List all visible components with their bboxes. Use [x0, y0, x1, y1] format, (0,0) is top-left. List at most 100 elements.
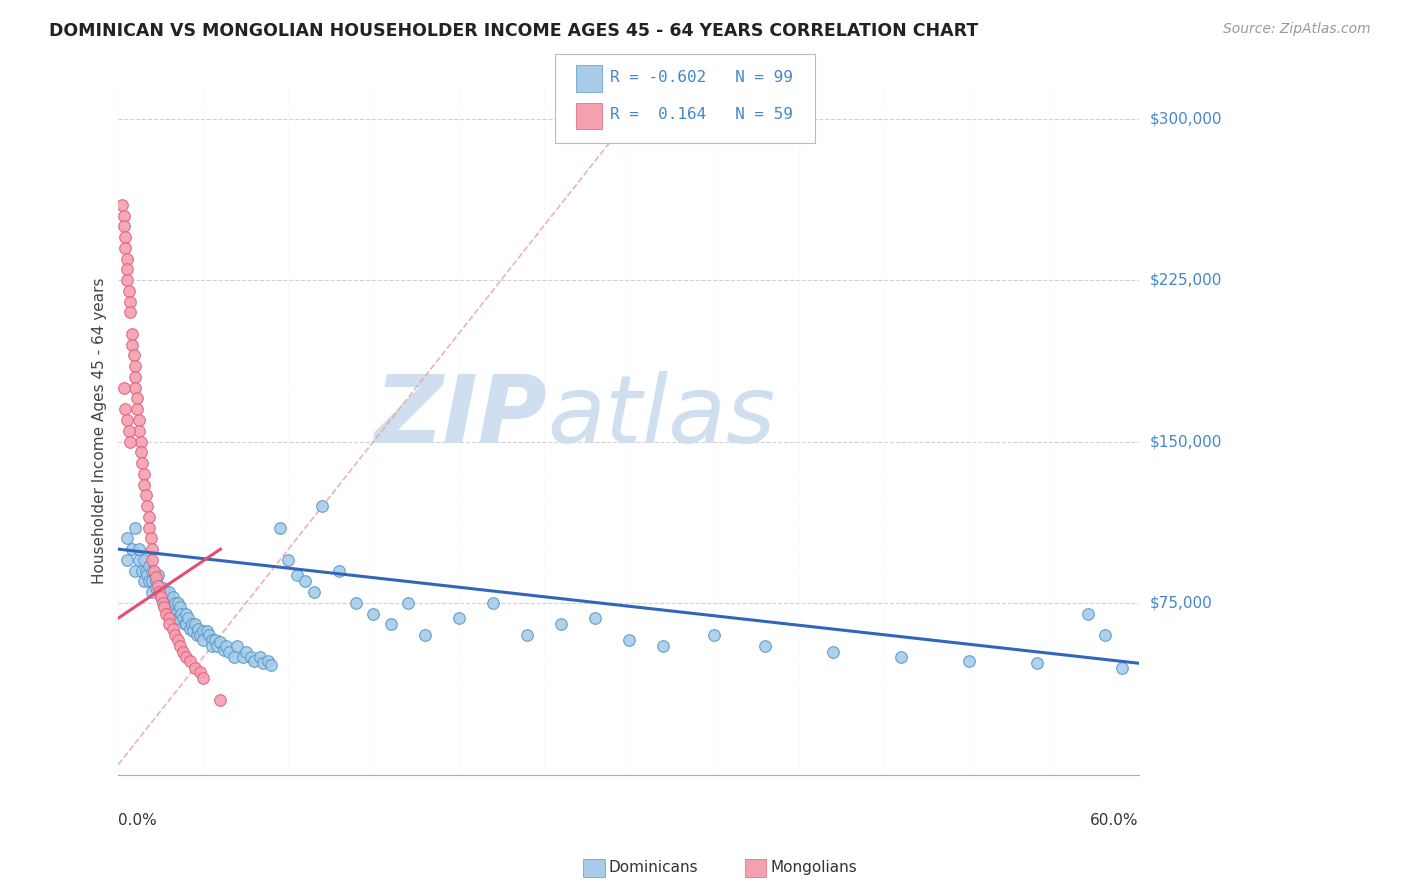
Point: [285, 568, 308, 582]
Point: [167, 632, 190, 647]
Point: [124, 564, 146, 578]
Point: [138, 509, 160, 524]
Point: [162, 622, 184, 636]
Point: [115, 252, 138, 266]
Text: ZIP: ZIP: [374, 371, 547, 463]
Point: [214, 639, 236, 653]
Point: [1025, 657, 1047, 671]
Point: [115, 262, 138, 277]
Point: [120, 305, 142, 319]
Point: [186, 628, 208, 642]
Text: atlas: atlas: [547, 371, 775, 462]
Point: [201, 639, 224, 653]
Point: [112, 381, 135, 395]
Point: [328, 564, 350, 578]
Point: [122, 348, 145, 362]
Point: [149, 590, 172, 604]
Point: [226, 639, 249, 653]
Point: [145, 574, 167, 589]
Point: [138, 559, 160, 574]
Point: [128, 413, 150, 427]
Point: [380, 617, 402, 632]
Point: [128, 542, 150, 557]
Point: [249, 649, 271, 664]
Point: [617, 632, 640, 647]
Point: [132, 553, 155, 567]
Point: [148, 585, 170, 599]
Point: [111, 198, 134, 212]
Point: [136, 568, 159, 582]
Point: [112, 209, 135, 223]
Point: [651, 639, 673, 653]
Point: [218, 645, 240, 659]
Point: [141, 553, 163, 567]
Point: [124, 381, 146, 395]
Point: [136, 499, 159, 513]
Point: [179, 654, 201, 668]
Point: [159, 617, 181, 632]
Point: [143, 564, 166, 578]
Point: [120, 294, 142, 309]
Point: [201, 632, 224, 647]
Point: [153, 596, 176, 610]
Point: [127, 402, 149, 417]
Text: $225,000: $225,000: [1150, 273, 1222, 287]
Y-axis label: Householder Income Ages 45 - 64 years: Householder Income Ages 45 - 64 years: [93, 277, 107, 584]
Point: [277, 553, 299, 567]
Point: [138, 521, 160, 535]
Point: [155, 607, 177, 621]
Point: [550, 617, 572, 632]
Point: [162, 590, 184, 604]
Point: [243, 654, 266, 668]
Point: [252, 657, 274, 671]
Point: [302, 585, 325, 599]
Point: [170, 607, 193, 621]
Point: [177, 611, 200, 625]
Point: [176, 607, 198, 621]
Point: [167, 596, 190, 610]
Point: [179, 622, 201, 636]
Point: [193, 624, 215, 638]
Point: [447, 611, 470, 625]
Point: [112, 219, 135, 234]
Point: [481, 596, 503, 610]
Text: Dominicans: Dominicans: [609, 861, 699, 875]
Point: [754, 639, 776, 653]
Point: [135, 488, 157, 502]
Point: [121, 326, 143, 341]
Point: [181, 624, 204, 638]
Point: [117, 284, 139, 298]
Point: [132, 477, 155, 491]
Point: [152, 581, 174, 595]
Point: [346, 596, 368, 610]
Point: [169, 600, 191, 615]
Point: [132, 574, 155, 589]
Point: [129, 434, 152, 449]
Point: [363, 607, 385, 621]
Text: R =  0.164   N = 59: R = 0.164 N = 59: [610, 107, 793, 121]
Point: [117, 424, 139, 438]
Point: [209, 693, 232, 707]
Point: [159, 585, 181, 599]
Point: [121, 542, 143, 557]
Point: [146, 568, 169, 582]
Point: [135, 564, 157, 578]
Point: [195, 624, 218, 638]
Point: [145, 570, 167, 584]
Point: [260, 658, 283, 673]
Point: [149, 585, 172, 599]
Text: Source: ZipAtlas.com: Source: ZipAtlas.com: [1223, 22, 1371, 37]
Point: [188, 628, 211, 642]
Point: [583, 611, 606, 625]
Point: [114, 241, 136, 255]
Point: [172, 645, 194, 659]
Point: [146, 579, 169, 593]
Point: [114, 402, 136, 417]
Point: [167, 611, 190, 625]
Point: [1094, 628, 1116, 642]
Point: [193, 671, 215, 685]
Point: [131, 564, 153, 578]
Point: [149, 590, 172, 604]
Point: [294, 574, 316, 589]
Point: [141, 542, 163, 557]
